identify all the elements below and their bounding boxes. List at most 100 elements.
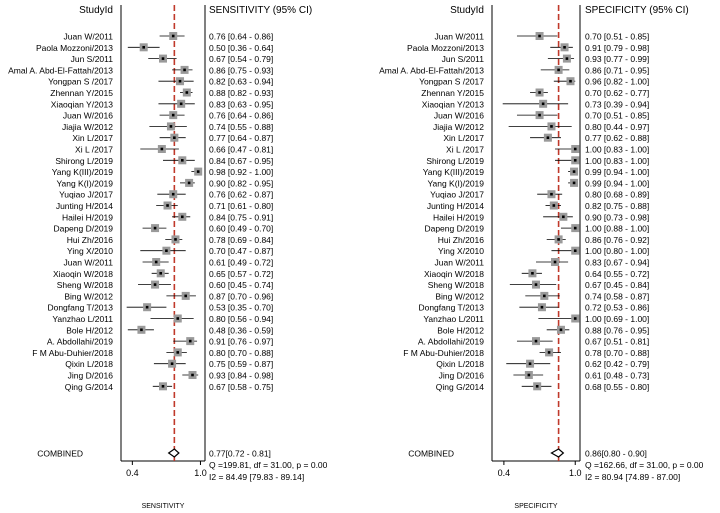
study-point	[166, 204, 169, 207]
study-name: Dongfang T/2013	[418, 303, 484, 313]
study-name: Junting H/2014	[427, 201, 484, 211]
study-point	[550, 192, 553, 196]
study-name: Yongpan S /2017	[419, 77, 484, 87]
study-value: 0.80 [0.44 - 0.97]	[585, 122, 649, 132]
study-value: 0.82 [0.75 - 0.88]	[585, 201, 649, 211]
x-axis-label: SPECIFICITY	[514, 503, 558, 510]
study-point	[534, 339, 538, 343]
study-name: Jing D/2016	[68, 371, 114, 381]
study-name: Qixin L/2018	[65, 359, 113, 369]
study-name: Qing G/2014	[436, 382, 484, 392]
study-name: Yang K(I)/2019	[427, 178, 484, 188]
study-name: Qing G/2014	[65, 382, 113, 392]
study-value: 0.75 [0.59 - 0.87]	[209, 359, 273, 369]
study-value: 0.67 [0.58 - 0.75]	[209, 382, 273, 392]
combined-label: COMBINED	[408, 449, 454, 459]
study-name: Juan W/2011	[435, 258, 485, 268]
x-tick-label: 0.4	[498, 468, 511, 478]
heterogeneity-stat: Q =162.66, df = 31.00, p = 0.00	[585, 460, 704, 470]
study-point	[171, 113, 175, 117]
study-value: 0.98 [0.92 - 1.00]	[209, 167, 273, 177]
study-point	[176, 317, 180, 320]
study-name: Qixin L/2018	[436, 359, 484, 369]
study-point	[196, 170, 200, 173]
study-name: Yongpan S /2017	[48, 77, 113, 87]
study-name: Ying X/2010	[67, 246, 113, 256]
study-name: Hailei H/2019	[62, 212, 113, 222]
study-name: Yang K(III)/2019	[423, 167, 485, 177]
study-point	[573, 317, 577, 320]
study-value: 0.78 [0.70 - 0.88]	[585, 348, 649, 358]
study-name: Hailei H/2019	[433, 212, 484, 222]
study-name: Hui Zh/2016	[67, 235, 114, 245]
study-name: A. Abdollahi/2019	[47, 337, 113, 347]
study-value: 0.83 [0.63 - 0.95]	[209, 99, 273, 109]
study-point	[159, 272, 163, 275]
combined-label: COMBINED	[37, 449, 83, 459]
study-value: 0.60 [0.49 - 0.70]	[209, 224, 273, 234]
study-value: 0.96 [0.82 - 1.00]	[585, 77, 649, 87]
x-tick-label: 1.0	[569, 468, 582, 478]
study-value: 1.00 [0.88 - 1.00]	[585, 224, 649, 234]
study-point	[538, 113, 541, 117]
study-name: Dongfang T/2013	[47, 303, 113, 313]
study-value: 0.78 [0.69 - 0.84]	[209, 235, 273, 245]
study-point	[179, 102, 183, 106]
study-name: Jing D/2016	[439, 371, 485, 381]
study-name: F M Abu-Duhier/2018	[403, 348, 484, 358]
study-name: Ying X/2010	[438, 246, 484, 256]
study-name: Shirong L/2019	[426, 156, 484, 166]
value-header: SPECIFICITY (95% CI)	[585, 5, 689, 16]
study-name: Xiaoqin W/2018	[53, 269, 113, 279]
study-point	[573, 159, 577, 162]
study-point	[538, 34, 541, 38]
study-value: 0.70 [0.47 - 0.87]	[209, 246, 273, 256]
study-name: A. Abdollahi/2019	[418, 337, 484, 347]
study-value: 0.77 [0.64 - 0.87]	[209, 133, 273, 143]
study-value: 0.65 [0.57 - 0.72]	[209, 269, 273, 279]
study-name: Amal A. Abd-El-Fattah/2013	[8, 65, 113, 75]
study-value: 0.87 [0.70 - 0.96]	[209, 291, 273, 301]
study-name: Juan W/2011	[64, 258, 114, 268]
study-name: Jun S/2011	[71, 54, 114, 64]
x-axis-label: SENSITIVITY	[142, 503, 185, 510]
study-value: 1.00 [0.83 - 1.00]	[585, 156, 649, 166]
study-point	[180, 215, 184, 219]
study-value: 0.61 [0.48 - 0.73]	[585, 371, 649, 381]
study-point	[531, 272, 534, 275]
study-name: Amal A. Abd-El-Fattah/2013	[379, 65, 484, 75]
study-point	[572, 170, 576, 173]
study-point	[563, 46, 566, 49]
study-value: 0.88 [0.82 - 0.93]	[209, 88, 273, 98]
study-point	[550, 125, 553, 128]
study-value: 0.86 [0.76 - 0.92]	[585, 235, 649, 245]
study-value: 0.93 [0.77 - 0.99]	[585, 54, 649, 64]
study-point	[528, 362, 532, 365]
study-value: 0.68 [0.55 - 0.80]	[585, 382, 649, 392]
study-value: 0.53 [0.35 - 0.70]	[209, 303, 273, 313]
study-name: Yanzhao L/2011	[52, 314, 113, 324]
panel-sensitivity: StudyId SENSITIVITY (95% CI) Juan W/2011 0.…	[8, 5, 328, 510]
study-value: 0.90 [0.73 - 0.98]	[585, 212, 649, 222]
study-name: Xiaoqin W/2018	[424, 269, 484, 279]
study-name: Juan W/2011	[435, 32, 485, 42]
study-value: 0.84 [0.67 - 0.95]	[209, 156, 273, 166]
study-point	[552, 204, 556, 207]
study-point	[543, 294, 546, 298]
study-point	[535, 385, 539, 388]
study-point	[183, 68, 186, 72]
study-point	[145, 305, 149, 309]
study-name: Xi L /2017	[446, 145, 484, 155]
study-value: 0.67 [0.51 - 0.81]	[585, 337, 649, 347]
study-value: 0.80 [0.56 - 0.94]	[209, 314, 273, 324]
combined-value: 0.77[0.72 - 0.81]	[209, 449, 271, 459]
study-value: 0.99 [0.94 - 1.00]	[585, 178, 649, 188]
study-name: Dapeng D/2019	[53, 224, 113, 234]
study-value: 1.00 [0.69 - 1.00]	[585, 314, 649, 324]
study-value: 0.99 [0.94 - 1.00]	[585, 167, 649, 177]
study-value: 0.76 [0.64 - 0.86]	[209, 111, 273, 121]
study-point	[153, 283, 157, 286]
study-name: Juan W/2011	[64, 32, 114, 42]
study-name: Jiajia W/2012	[433, 122, 484, 132]
